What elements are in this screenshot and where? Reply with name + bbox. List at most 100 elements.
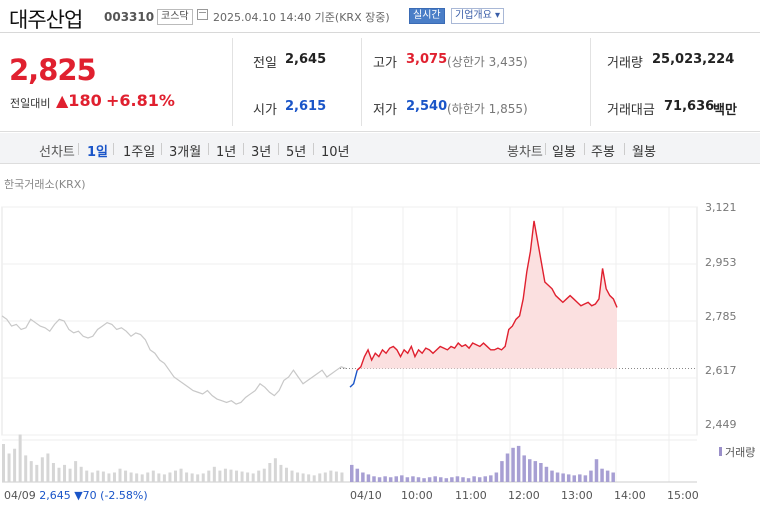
prev-day-summary: 04/09 2,645 ▼70 (-2.58%) [4,489,148,502]
volume-bar-prev [135,473,139,482]
volume-bar [411,476,415,482]
amount-unit: 백만 [713,103,737,118]
period-3m[interactable]: 3개월 [169,145,202,160]
market-badge: 코스닥 [157,9,193,25]
change-value: ▲180 [56,91,102,110]
period-3y[interactable]: 3년 [251,145,272,160]
volume-bar [405,477,410,482]
divider [590,38,591,126]
volume-bar [583,475,588,482]
realtime-button[interactable]: 실시간 [409,8,445,24]
today-line [356,220,618,371]
stock-name: 대주산업 [9,8,83,32]
volume-bar-prev [212,466,216,482]
volume-bar [388,477,393,482]
y-tick: 2,953 [705,256,737,269]
volume-bar-prev [63,464,67,482]
volume-bar-prev [129,472,133,482]
period-10y[interactable]: 10년 [321,145,350,160]
volume-bar [550,470,554,482]
company-overview-button[interactable]: 기업개요 ▾ [451,8,504,24]
volume-bar [477,477,482,482]
volume-value: 25,023,224 [652,52,735,67]
volume-bar [461,477,465,482]
period-5y[interactable]: 5년 [286,145,307,160]
x-tick: 04/10 [350,489,382,502]
prev-day-close: 2,645 [39,489,71,502]
volume-bar-prev [268,463,272,482]
volume-bar [605,470,610,482]
volume-bar-prev [74,461,78,482]
stock-code: 003310 [104,10,155,24]
open-value: 2,615 [285,99,327,114]
volume-bar [528,459,532,482]
volume-bar-prev [190,473,194,482]
volume-bar [566,474,571,482]
volume-bar [600,468,604,482]
volume-bar-prev [290,470,294,482]
open-label: 시가 [253,103,277,118]
divider [545,143,546,155]
period-bar [0,133,760,164]
divider [584,143,585,155]
period-weekly-candle[interactable]: 주봉 [591,145,615,160]
volume-bar [511,447,515,482]
volume-bar-prev [107,473,111,482]
volume-bar [433,476,437,482]
period-1d[interactable]: 1일 [87,145,109,160]
divider [208,143,209,155]
volume-bar-prev [196,474,200,482]
volume-bar-prev [251,473,255,482]
volume-bar [422,478,426,482]
summary-panel [0,33,760,132]
period-monthly-candle[interactable]: 월봉 [632,145,656,160]
volume-bar-prev [79,466,83,482]
volume-bar [555,472,560,482]
volume-bar-prev [7,453,11,482]
volume-bar-prev [35,464,39,482]
volume-bar [494,472,499,482]
high-label: 고가 [373,56,397,71]
amount-label: 거래대금 [607,103,655,118]
volume-bar [444,478,449,482]
period-daily-candle[interactable]: 일봉 [552,145,576,160]
period-1w[interactable]: 1주일 [123,145,156,160]
volume-bar [572,475,576,482]
volume-bar-prev [179,468,183,482]
volume-bar-prev [323,472,327,482]
y-tick: 3,121 [705,201,737,214]
volume-bar [455,476,460,482]
volume-bar-prev [284,467,288,482]
volume-bar-prev [124,470,128,482]
volume-bar-prev [201,473,205,482]
divider [113,143,114,155]
y-tick: 2,785 [705,310,737,323]
volume-bar [372,476,376,482]
candle-chart-label: 봉차트 [507,145,543,160]
volume-bar [355,468,360,482]
x-tick: 11:00 [455,489,487,502]
volume-bar [533,461,538,482]
prev-day-pct: (-2.58%) [100,489,148,502]
period-1y[interactable]: 1년 [216,145,237,160]
y-tick: 2,617 [705,364,737,377]
volume-bar-prev [174,470,177,482]
volume-bar-prev [223,468,227,482]
volume-bar-prev [168,472,172,482]
current-price: 2,825 [9,53,97,87]
volume-bar-prev [262,468,266,482]
divider [624,143,625,155]
volume-bar [377,477,382,482]
volume-bar-prev [257,470,261,482]
volume-bar-prev [207,470,211,482]
gain-area [350,220,617,369]
data-source: 한국거래소(KRX) [4,178,86,191]
divider [161,143,162,155]
low-value: 2,540 [406,99,448,114]
volume-bar-prev [101,471,105,482]
volume-label: 거래량 [607,56,643,71]
volume-bar-prev [51,463,55,482]
volume-bar [505,453,510,482]
calendar-icon [197,9,208,20]
